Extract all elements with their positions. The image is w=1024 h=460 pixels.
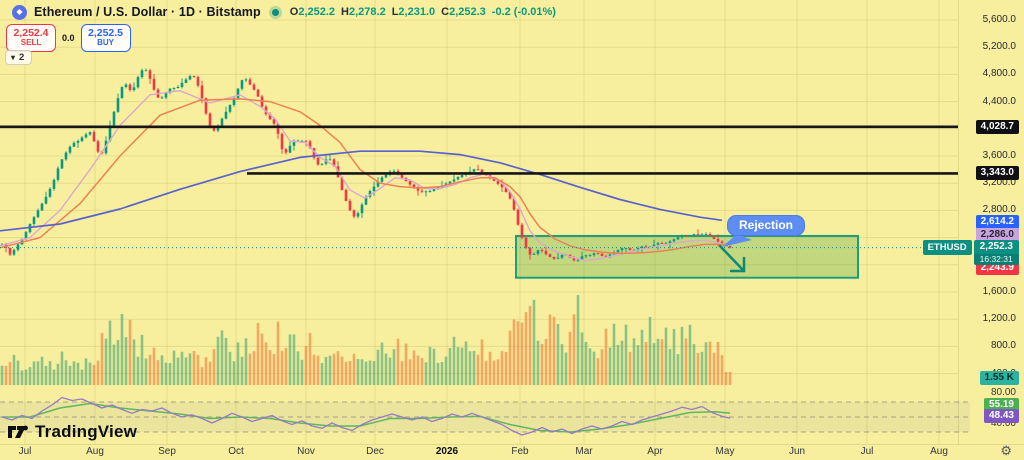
time-axis-label-2026: 2026	[435, 446, 459, 457]
time-axis-label-aug: Aug	[930, 446, 948, 457]
symbol-title[interactable]: Ethereum / U.S. Dollar · 1D · Bitstamp	[34, 5, 261, 19]
rejection-arrow[interactable]	[718, 244, 746, 273]
price-axis-label: 5,200.0	[982, 41, 1016, 53]
volume-bars	[0, 295, 732, 385]
price-axis-label: 3,600.0	[982, 150, 1016, 161]
time-axis-label-apr: Apr	[647, 446, 663, 457]
low-value: 2,231.0	[398, 6, 436, 18]
volume-value-badge: 1.55 K	[979, 371, 1019, 385]
ma-slow-line[interactable]	[0, 150, 723, 232]
rsi-line[interactable]	[1, 396, 731, 436]
time-axis-label-may: May	[715, 446, 735, 457]
rsi-green-value-badge: 55.19	[983, 398, 1019, 412]
low-label: L	[391, 6, 399, 18]
price-axis-label: 5,600.0	[982, 14, 1016, 25]
buy-label: BUY	[97, 38, 114, 48]
spread-value: 0.0	[62, 33, 75, 43]
time-axis-label-mar: Mar	[575, 446, 593, 457]
market-status-icon[interactable]	[271, 8, 279, 16]
rsi-ma-line[interactable]	[2, 402, 731, 433]
sell-button[interactable]: 2,252.4 SELL	[6, 24, 56, 52]
sell-label: SELL	[20, 38, 42, 48]
level-badge-2286: 2,286.0	[975, 228, 1019, 242]
price-axis-label: 1,600.0	[982, 286, 1016, 297]
close-label: C	[441, 6, 450, 18]
price-axis-label: 2,800.0	[982, 204, 1016, 216]
ohlc-readout: O2,252.2 H2,278.2 L2,231.0 C2,252.3 -0.2…	[290, 6, 556, 18]
rejection-callout-label: Rejection	[739, 218, 794, 232]
ma-fast-line[interactable]	[0, 90, 727, 262]
price-axis-label: 1,200.0	[982, 313, 1016, 325]
level-badge-2614: 2,614.2	[975, 215, 1019, 229]
price-axis-label: 4,400.0	[982, 95, 1016, 107]
rsi-pane	[0, 396, 970, 436]
open-value: 2,252.2	[298, 6, 336, 18]
time-axis-label-dec: Dec	[366, 446, 384, 457]
rsi-scale-40: 40.00	[990, 418, 1016, 429]
rejection-callout[interactable]: Rejection	[727, 215, 806, 236]
indicators-collapse-button[interactable]: ▾ 2	[5, 50, 33, 65]
ma-mid-line[interactable]	[0, 98, 729, 254]
high-value: 2,278.2	[348, 6, 386, 18]
price-axis-separator	[958, 0, 959, 445]
tradingview-watermark-text: TradingView	[35, 422, 138, 441]
trade-panel: 2,252.4 SELL 0.0 2,252.5 BUY	[6, 24, 131, 52]
rsi-scale-80: 80.00	[990, 387, 1016, 398]
chevron-down-icon: ▾	[11, 53, 16, 62]
rsi-purple-value-badge: 48.43	[983, 409, 1019, 423]
symbol-price-badge: ETHUSD 2,252.3 16:32:31	[922, 240, 1019, 265]
high-label: H	[341, 6, 349, 18]
open-label: O	[289, 6, 299, 18]
close-value: 2,252.3	[449, 6, 486, 18]
time-axis-label-sep: Sep	[158, 446, 176, 457]
tradingview-logo-icon	[8, 425, 28, 438]
price-axis-label: 3,200.0	[982, 177, 1016, 189]
bar-countdown: 16:32:31	[973, 254, 1019, 265]
buy-price: 2,252.5	[87, 27, 124, 40]
indicators-count: 2	[19, 52, 25, 63]
highlight-box[interactable]	[515, 234, 859, 279]
level-badge-3343: 3,343.0	[975, 166, 1019, 180]
grid	[0, 0, 958, 444]
sell-price: 2,252.4	[13, 27, 49, 40]
time-axis-separator	[0, 444, 1024, 445]
symbol-tag: ETHUSD	[922, 240, 972, 255]
price-axis-label: 4,800.0	[982, 68, 1016, 80]
rejection-callout-tail	[722, 234, 752, 247]
time-axis-label-aug: Aug	[86, 446, 104, 457]
time-axis-label-jul: Jul	[18, 446, 32, 457]
axis-settings-gear-icon[interactable]: ⚙	[1000, 443, 1012, 458]
price-axis-label: 800.0	[990, 340, 1016, 352]
time-axis-label-jul: Jul	[860, 446, 874, 457]
time-axis-label-jun: Jun	[788, 446, 806, 457]
last-price-value: 2,252.3	[973, 240, 1019, 254]
time-axis-label-nov: Nov	[297, 446, 315, 457]
level-badge-4028: 4,028.7	[975, 120, 1019, 134]
time-axis-label-feb: Feb	[511, 446, 529, 457]
time-axis-label-oct: Oct	[228, 446, 244, 457]
ethereum-logo-icon: ◆	[12, 4, 27, 20]
change-value: -0.2 (-0.01%)	[491, 6, 556, 18]
candles	[0, 68, 732, 262]
symbol-header: ◆ Ethereum / U.S. Dollar · 1D · Bitstamp…	[12, 3, 556, 21]
buy-button[interactable]: 2,252.5 BUY	[80, 24, 131, 52]
tradingview-watermark[interactable]: TradingView	[8, 422, 137, 442]
